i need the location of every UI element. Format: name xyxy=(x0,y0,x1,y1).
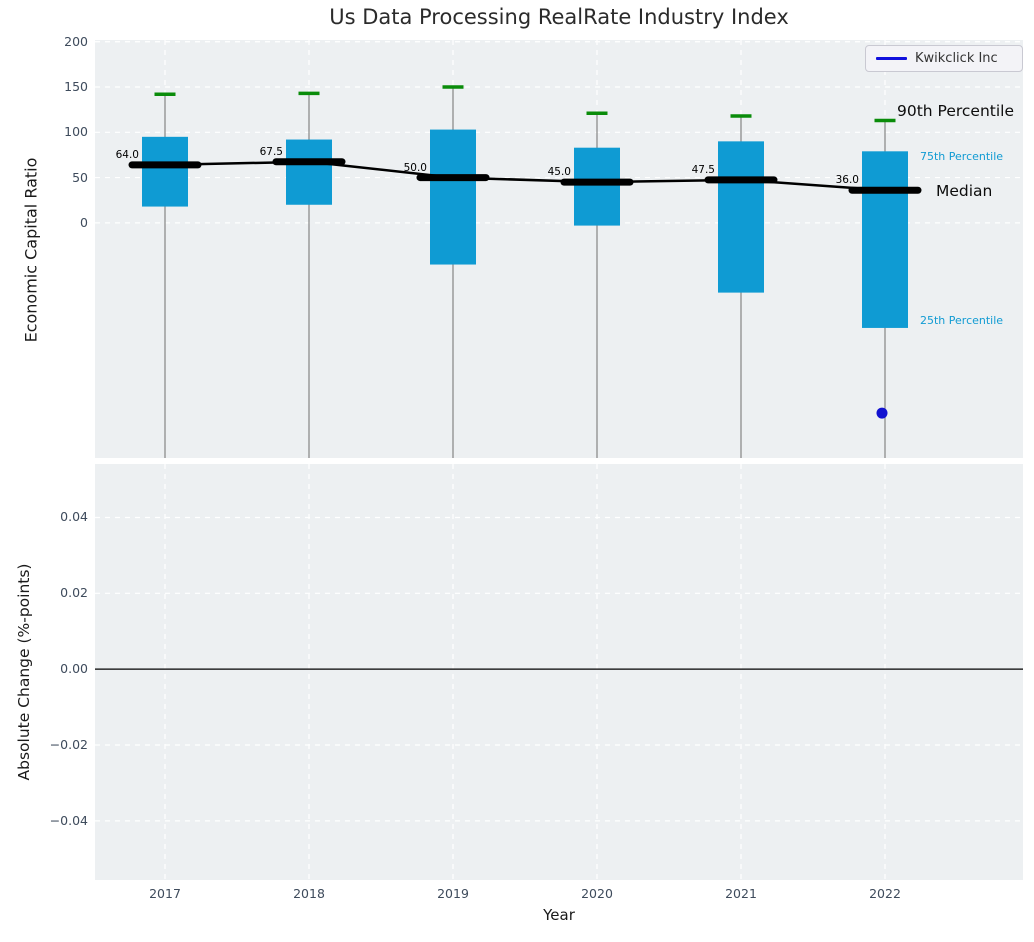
y-tick-label: 200 xyxy=(64,33,88,49)
median-value-label: 45.0 xyxy=(547,166,571,179)
x-tick-label: 2018 xyxy=(293,886,325,901)
percentile-box xyxy=(718,141,764,293)
y-tick-label: 0 xyxy=(80,214,88,230)
bottom-y-axis-label: Absolute Change (%-points) xyxy=(15,563,33,781)
median-value-label: 64.0 xyxy=(115,148,139,161)
percentile-box xyxy=(430,129,476,265)
x-tick-label: 2021 xyxy=(725,886,757,901)
x-axis-label: Year xyxy=(543,906,575,924)
legend-line-swatch xyxy=(876,57,907,60)
y-tick-label: 0.02 xyxy=(60,585,88,601)
median-value-label: 50.0 xyxy=(403,161,427,174)
y-tick-label: −0.04 xyxy=(49,812,88,828)
y-tick-label: −0.02 xyxy=(49,736,88,752)
x-tick-label: 2020 xyxy=(581,886,613,901)
median-value-label: 47.5 xyxy=(691,163,715,176)
median-value-label: 67.5 xyxy=(259,145,283,158)
median-annotation: Median xyxy=(936,182,993,200)
y-tick-label: 100 xyxy=(64,124,88,140)
bottom-plot-area xyxy=(95,464,1023,880)
y-tick-label: 50 xyxy=(72,169,88,185)
top-plot-canvas xyxy=(95,40,1023,458)
top-plot-area: 64.0 67.5 50.0 45.0 47.5 36.0 xyxy=(95,40,1023,458)
y-tick-label: 150 xyxy=(64,79,88,94)
x-tick-label: 2022 xyxy=(869,886,901,901)
percentile-box xyxy=(862,151,908,328)
company-data-point xyxy=(876,407,888,419)
chart-title: Us Data Processing RealRate Industry Ind… xyxy=(329,5,789,29)
p25-annotation: 25th Percentile xyxy=(920,314,1004,327)
percentile-box xyxy=(142,136,188,207)
y-tick-label: 0.04 xyxy=(60,509,88,525)
percentile-box xyxy=(286,139,332,205)
bottom-plot-canvas xyxy=(95,464,1023,880)
legend: Kwikclick Inc xyxy=(865,45,1023,72)
percentile-box xyxy=(574,147,620,226)
p90-annotation: 90th Percentile xyxy=(897,102,1015,120)
median-value-label: 36.0 xyxy=(835,174,859,187)
y-tick-label: 0.00 xyxy=(60,661,88,677)
x-tick-label: 2017 xyxy=(149,886,181,901)
legend-label: Kwikclick Inc xyxy=(915,51,998,66)
x-tick-label: 2019 xyxy=(437,886,469,901)
p75-annotation: 75th Percentile xyxy=(920,150,1004,163)
